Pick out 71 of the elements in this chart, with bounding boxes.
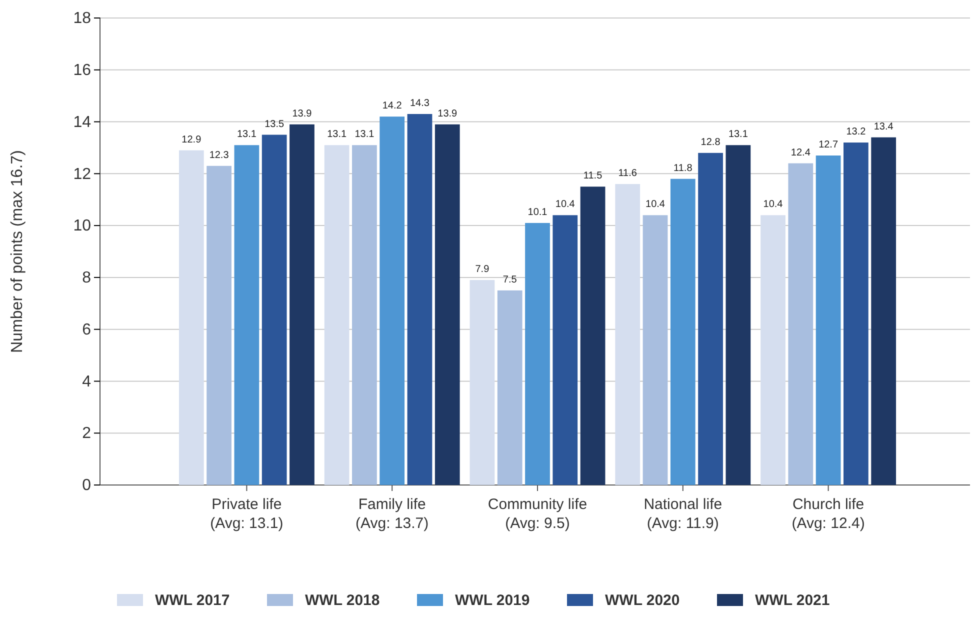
y-axis-title: Number of points (max 16.7) — [9, 150, 26, 353]
bar — [615, 184, 640, 485]
legend-label: WWL 2018 — [305, 592, 380, 609]
bar — [726, 145, 751, 485]
bar — [525, 222, 550, 485]
y-tick-label: 0 — [82, 477, 92, 494]
data-label: 10.4 — [555, 199, 576, 210]
bar — [788, 163, 814, 485]
data-label: 11.5 — [583, 170, 603, 182]
data-label: 14.2 — [382, 100, 402, 112]
data-label: 13.9 — [292, 108, 312, 120]
bar — [497, 290, 522, 485]
y-tick-label: 14 — [73, 114, 92, 131]
data-label: 13.1 — [354, 129, 375, 140]
data-label: 10.4 — [763, 199, 784, 210]
bar — [434, 124, 460, 485]
bar — [178, 150, 204, 485]
y-tick-label: 10 — [73, 218, 92, 235]
data-label: 13.1 — [236, 129, 257, 140]
data-label: 11.8 — [674, 162, 693, 174]
y-tick-label: 18 — [73, 10, 92, 28]
legend-label: WWL 2020 — [605, 592, 680, 609]
data-label: 13.2 — [846, 126, 866, 138]
y-tick-label: 2 — [82, 425, 92, 442]
y-tick-label: 4 — [82, 373, 92, 390]
data-label: 12.8 — [700, 136, 721, 148]
legend-label: WWL 2017 — [155, 592, 230, 609]
bar — [580, 186, 606, 485]
data-label: 13.9 — [438, 108, 458, 120]
bar — [352, 145, 377, 485]
data-label: 12.9 — [182, 134, 202, 146]
bar — [642, 215, 668, 485]
x-tick-label: Family life (Avg: 13.7) — [356, 496, 429, 532]
bar — [290, 124, 314, 485]
bar — [234, 145, 260, 485]
data-label: 12.3 — [209, 150, 230, 161]
bar — [670, 178, 696, 485]
data-label: 14.3 — [410, 98, 430, 109]
data-label: 10.1 — [528, 206, 548, 218]
bar — [324, 145, 350, 485]
bar — [871, 137, 896, 485]
bar — [262, 134, 287, 485]
y-tick-label: 6 — [82, 321, 92, 338]
data-label: 12.4 — [790, 147, 811, 158]
data-label: 13.1 — [728, 129, 748, 140]
bar — [380, 116, 405, 485]
bar — [698, 152, 723, 485]
x-tick-label: National life (Avg: 11.9) — [644, 496, 722, 532]
data-label: 10.4 — [646, 199, 666, 210]
data-label: 13.1 — [327, 129, 347, 140]
bar — [760, 215, 786, 485]
data-label: 11.6 — [618, 168, 638, 180]
y-tick-label: 16 — [73, 62, 92, 80]
legend-label: WWL 2021 — [755, 592, 830, 609]
bar — [552, 215, 578, 485]
bar — [206, 166, 232, 485]
bar — [844, 142, 868, 485]
x-tick-label: Private life (Avg: 13.1) — [210, 496, 284, 532]
data-label: 13.4 — [874, 121, 894, 132]
data-label: 12.7 — [818, 140, 838, 151]
data-label: 13.5 — [264, 118, 285, 130]
legend-label: WWL 2019 — [455, 592, 530, 609]
x-tick-label: Community life (Avg: 9.5) — [488, 496, 588, 532]
data-label: 7.9 — [475, 264, 490, 276]
x-tick-label: Church life (Avg: 12.4) — [792, 496, 865, 532]
data-label: 7.5 — [502, 274, 518, 286]
y-tick-label: 12 — [73, 166, 92, 183]
bar — [816, 156, 841, 485]
bar — [470, 280, 495, 485]
bar — [407, 114, 432, 485]
y-tick-label: 8 — [82, 270, 92, 287]
